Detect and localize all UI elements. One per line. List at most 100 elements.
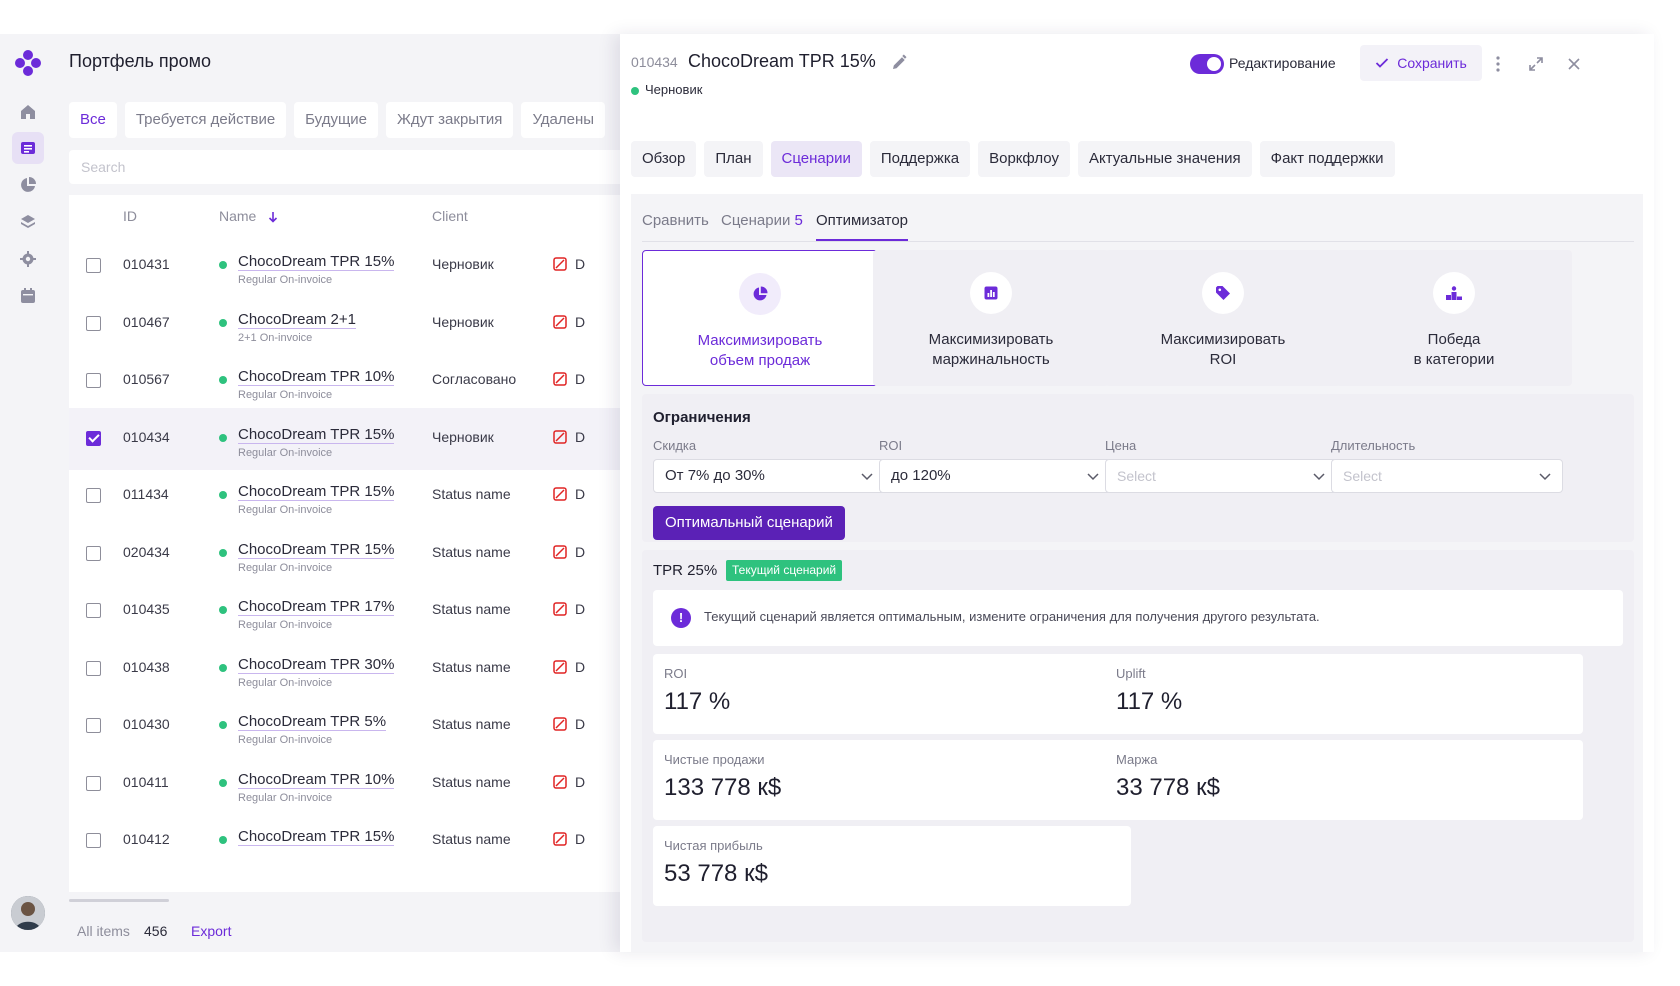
list-icon: [21, 142, 35, 154]
subtab-compare[interactable]: Сравнить: [642, 212, 709, 229]
status-dot: [631, 87, 639, 95]
row-tags: 2+1 On-invoice: [238, 331, 313, 344]
table-row[interactable]: 010467 ChocoDream 2+1 2+1 On-invoice Чернов…: [69, 293, 626, 355]
nav-home[interactable]: [12, 96, 44, 128]
filter-tab-all[interactable]: Все: [69, 102, 117, 138]
no-promo-icon: [553, 602, 567, 616]
tab-support[interactable]: Поддержка: [869, 141, 971, 177]
goal-card-category-win[interactable]: Победа в категории: [1336, 250, 1572, 386]
discount-value: От 7% до 30%: [665, 467, 765, 484]
row-tags: Regular On-invoice: [238, 676, 333, 689]
nav-list[interactable]: [12, 132, 44, 164]
tab-workflow[interactable]: Воркфлоу: [978, 141, 1070, 177]
row-checkbox[interactable]: [86, 545, 101, 561]
row-checkbox[interactable]: [86, 373, 101, 388]
nav-calendar[interactable]: [12, 280, 44, 312]
expand-button[interactable]: [1526, 54, 1546, 74]
discount-label: Скидка: [653, 438, 697, 453]
goal-card-max-roi[interactable]: Максимизировать ROI: [1105, 250, 1341, 386]
table-row[interactable]: 010434 ChocoDream TPR 15% Regular On-invoi…: [69, 407, 626, 470]
filter-tab-future[interactable]: Будущие: [294, 102, 379, 138]
row-checkbox[interactable]: [86, 603, 101, 618]
constraints-section: Ограничения Скидка От 7% до 30% ROI до 1…: [642, 394, 1634, 542]
tab-scenarios[interactable]: Сценарии: [770, 141, 862, 177]
tab-overview[interactable]: Обзор: [631, 141, 697, 177]
pie-chart-icon: [21, 177, 36, 192]
column-header-client[interactable]: Client: [432, 208, 468, 224]
subtab-optimizer[interactable]: Оптимизатор: [816, 212, 909, 241]
row-checkbox[interactable]: [86, 660, 101, 676]
logo-icon[interactable]: [13, 48, 43, 78]
more-menu-button[interactable]: [1488, 54, 1508, 74]
no-promo-icon: [553, 487, 567, 501]
edit-mode-toggle[interactable]: [1190, 54, 1224, 74]
table-row[interactable]: 010430 ChocoDream TPR 5% Regular On-invoic…: [69, 695, 626, 757]
row-name-link[interactable]: ChocoDream TPR 5%: [238, 713, 387, 731]
chevron-down-icon: [1539, 473, 1551, 481]
row-extra: D: [575, 256, 586, 272]
table-row[interactable]: 020434 ChocoDream TPR 15% Regular On-invoi…: [69, 523, 626, 585]
row-tags: Regular On-invoice: [238, 274, 333, 286]
price-select[interactable]: Select: [1105, 459, 1337, 493]
discount-select[interactable]: От 7% до 30%: [653, 459, 885, 493]
export-link[interactable]: Export: [191, 923, 232, 939]
row-name-link[interactable]: ChocoDream TPR 30%: [238, 655, 395, 674]
tab-support-fact[interactable]: Факт поддержки: [1259, 141, 1395, 177]
row-name-link[interactable]: ChocoDream TPR 15%: [238, 828, 395, 846]
row-name-link[interactable]: ChocoDream TPR 15%: [238, 425, 395, 444]
subtab-scenarios[interactable]: Сценарии 5: [721, 212, 803, 229]
table-footer: All items 456 Export: [69, 912, 626, 952]
table-row[interactable]: 010567 ChocoDream TPR 10% Regular On-invoi…: [69, 350, 626, 412]
goal-icon-wrap: [970, 272, 1012, 314]
tab-actual-values[interactable]: Актуальные значения: [1077, 141, 1252, 177]
status-badge: Черновик: [645, 82, 703, 97]
row-name-link[interactable]: ChocoDream TPR 10%: [238, 368, 395, 386]
row-name-link[interactable]: ChocoDream TPR 15%: [238, 483, 395, 501]
optimal-scenario-button[interactable]: Оптимальный сценарий: [653, 506, 845, 540]
nav-layers[interactable]: [12, 206, 44, 238]
row-checkbox[interactable]: [86, 718, 101, 733]
row-name-link[interactable]: ChocoDream TPR 10%: [238, 770, 395, 789]
table-row[interactable]: 010435 ChocoDream TPR 17% Regular On-invoi…: [69, 580, 626, 642]
search-input[interactable]: Search: [69, 150, 626, 184]
table-row[interactable]: 010438 ChocoDream TPR 30% Regular On-invoi…: [69, 638, 626, 700]
pencil-icon[interactable]: [890, 54, 908, 72]
row-checkbox[interactable]: [86, 833, 101, 848]
goal-card-max-margin[interactable]: Максимизировать маржинальность: [873, 250, 1109, 386]
tab-plan[interactable]: План: [704, 141, 763, 177]
nav-reports[interactable]: [12, 169, 44, 201]
row-checkbox[interactable]: [86, 430, 101, 446]
table-row[interactable]: 010412 ChocoDream TPR 15% Status name D: [69, 810, 626, 872]
sort-down-icon: [269, 212, 278, 223]
row-name-link[interactable]: ChocoDream TPR 15%: [238, 540, 395, 559]
avatar[interactable]: [11, 896, 45, 930]
table-row[interactable]: 010431 ChocoDream TPR 15% Regular On-invoi…: [69, 235, 626, 297]
goal-card-max-volume[interactable]: Максимизировать объем продаж: [642, 250, 878, 386]
row-checkbox[interactable]: [86, 315, 101, 331]
filter-tab-action-required[interactable]: Требуется действие: [124, 102, 287, 138]
filter-tab-awaiting-close[interactable]: Ждут закрытия: [386, 102, 514, 138]
nav-settings[interactable]: [12, 243, 44, 275]
status-dot: [219, 548, 227, 557]
column-header-id[interactable]: ID: [123, 208, 137, 224]
more-vertical-icon: [1496, 56, 1500, 72]
layers-icon: [21, 215, 35, 228]
user-avatar-icon: [11, 896, 45, 930]
duration-select[interactable]: Select: [1331, 459, 1563, 493]
row-name-link[interactable]: ChocoDream TPR 15%: [238, 253, 395, 271]
save-button[interactable]: Сохранить: [1360, 45, 1482, 81]
close-button[interactable]: [1564, 54, 1584, 74]
table-row[interactable]: 010411 ChocoDream TPR 10% Regular On-invoi…: [69, 753, 626, 815]
roi-select[interactable]: до 120%: [879, 459, 1111, 493]
horizontal-scrollbar[interactable]: [69, 899, 169, 902]
filter-tab-deleted[interactable]: Удалены: [521, 102, 606, 138]
column-header-name[interactable]: Name: [219, 208, 278, 224]
row-checkbox[interactable]: [86, 775, 101, 791]
row-name-link[interactable]: ChocoDream 2+1: [238, 310, 356, 329]
row-client: Status name: [432, 831, 511, 847]
row-checkbox[interactable]: [86, 258, 101, 273]
table-row[interactable]: 011434 ChocoDream TPR 15% Regular On-invoi…: [69, 465, 626, 527]
row-name-link[interactable]: ChocoDream TPR 17%: [238, 598, 395, 616]
row-checkbox[interactable]: [86, 488, 101, 503]
promo-title: ChocoDream TPR 15%: [688, 51, 876, 71]
